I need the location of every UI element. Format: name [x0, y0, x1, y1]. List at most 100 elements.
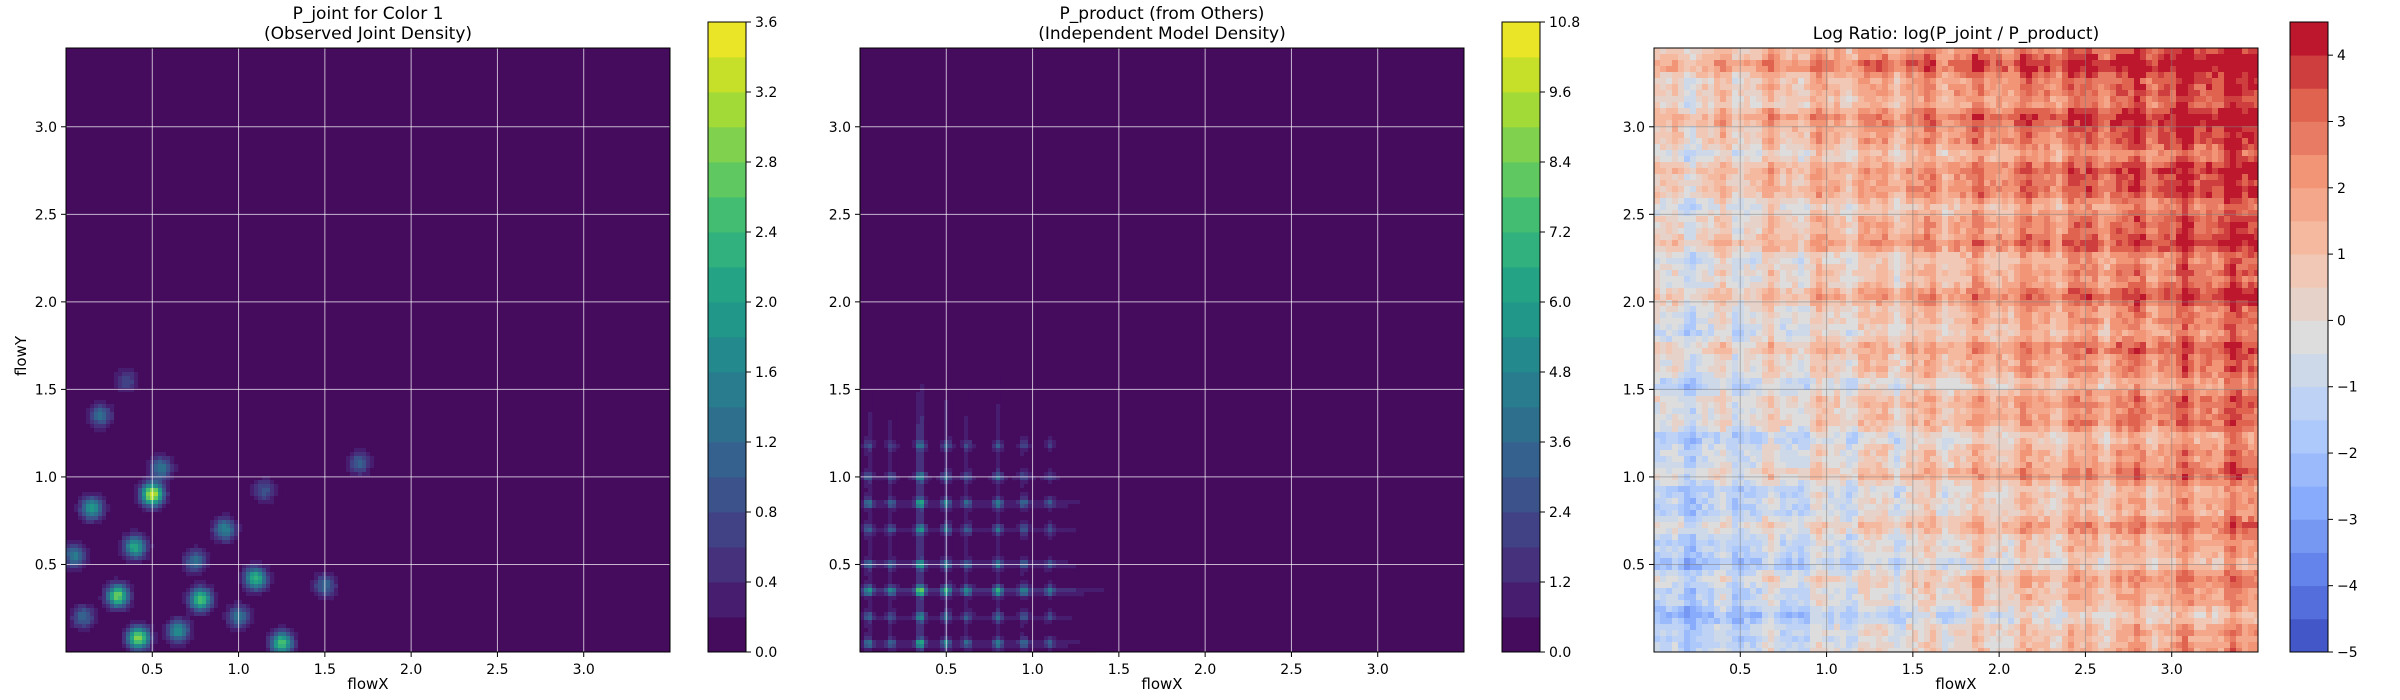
heatmap-cell	[868, 480, 873, 485]
heatmap-cell	[2038, 72, 2045, 79]
heatmap-cell	[2104, 96, 2111, 103]
colorbar-band	[708, 92, 746, 128]
heatmap-cell	[992, 636, 997, 641]
heatmap-cell	[948, 544, 953, 549]
heatmap-cell	[1004, 560, 1009, 565]
heatmap-cell	[916, 536, 921, 541]
heatmap-cell	[2062, 60, 2069, 67]
heatmap-cell	[964, 644, 969, 649]
heatmap-cell	[1834, 132, 1841, 139]
heatmap-cell	[1056, 472, 1061, 477]
heatmap-cell	[868, 432, 873, 437]
heatmap-cell	[1032, 584, 1037, 589]
heatmap-cell	[1028, 524, 1033, 529]
heatmap-cell	[2110, 90, 2117, 97]
heatmap-cell	[2014, 114, 2021, 121]
heatmap-cell	[932, 612, 937, 617]
heatmap-cell	[972, 472, 977, 477]
heatmap-cell	[1004, 524, 1009, 529]
heatmap-cell	[896, 472, 901, 477]
heatmap-cell	[78, 608, 83, 613]
heatmap-cell	[2140, 48, 2147, 55]
heatmap-cell	[174, 460, 179, 465]
heatmap-cell	[2020, 96, 2027, 103]
heatmap-cell	[2080, 54, 2087, 61]
heatmap-cell	[2128, 96, 2135, 103]
heatmap-cell	[2086, 90, 2093, 97]
heatmap-cell	[992, 480, 997, 485]
heatmap-cell	[2050, 48, 2057, 55]
heatmap-cell	[190, 552, 195, 557]
heatmap-cell	[242, 592, 247, 597]
heatmap-cell	[992, 512, 997, 517]
heatmap-cell	[286, 648, 291, 653]
heatmap-cell	[2002, 126, 2009, 133]
heatmap-cell	[1864, 102, 1871, 109]
heatmap-cell	[106, 420, 111, 425]
heatmap-cell	[270, 476, 275, 481]
heatmap-cell	[1714, 48, 1721, 55]
heatmap-cell	[992, 496, 997, 501]
heatmap-cell	[362, 448, 367, 453]
heatmap-cell	[282, 624, 287, 629]
heatmap-cell	[78, 548, 83, 553]
heatmap-cell	[122, 592, 127, 597]
heatmap-cell	[1000, 432, 1005, 437]
heatmap-cell	[1702, 114, 1709, 121]
heatmap-cell	[988, 584, 993, 589]
heatmap-cell	[2146, 132, 2153, 139]
heatmap-cell	[106, 580, 111, 585]
heatmap-cell	[358, 448, 363, 453]
heatmap-cell	[2014, 132, 2021, 139]
heatmap-cell	[868, 484, 873, 489]
heatmap-cell	[290, 632, 295, 637]
heatmap-cell	[920, 556, 925, 561]
heatmap-cell	[1852, 54, 1859, 61]
heatmap-cell	[1822, 114, 1829, 121]
heatmap-cell	[1048, 432, 1053, 437]
heatmap-cell	[1020, 500, 1025, 505]
heatmap-cell	[920, 548, 925, 553]
heatmap-cell	[868, 632, 873, 637]
heatmap-cell	[110, 592, 115, 597]
heatmap-cell	[1768, 114, 1775, 121]
heatmap-cell	[198, 588, 203, 593]
heatmap-cell	[1020, 408, 1025, 413]
heatmap-cell	[924, 532, 929, 537]
heatmap-cell	[1990, 72, 1997, 79]
heatmap-cell	[126, 600, 131, 605]
heatmap-cell	[1936, 132, 1943, 139]
heatmap-cell	[138, 648, 143, 653]
heatmap-cell	[1852, 48, 1859, 55]
heatmap-cell	[1882, 120, 1889, 127]
heatmap-cell	[1768, 72, 1775, 79]
heatmap-cell	[996, 436, 1001, 441]
heatmap-cell	[892, 628, 897, 633]
heatmap-cell	[186, 628, 191, 633]
heatmap-cell	[2140, 54, 2147, 61]
heatmap-cell	[1016, 528, 1021, 533]
heatmap-cell	[1020, 632, 1025, 637]
heatmap-cell	[900, 500, 905, 505]
heatmap-cell	[2092, 102, 2099, 109]
heatmap-cell	[134, 596, 139, 601]
heatmap-cell	[186, 620, 191, 625]
heatmap-cell	[1024, 548, 1029, 553]
heatmap-cell	[2206, 102, 2213, 109]
heatmap-cell	[206, 616, 211, 621]
heatmap-cell	[2020, 132, 2027, 139]
heatmap-cell	[2038, 96, 2045, 103]
heatmap-cell	[932, 524, 937, 529]
heatmap-cell	[2122, 126, 2129, 133]
heatmap-cell	[2146, 120, 2153, 127]
heatmap-cell	[928, 528, 933, 533]
heatmap-cell	[924, 564, 929, 569]
heatmap-cell	[2146, 96, 2153, 103]
heatmap-cell	[1654, 96, 1661, 103]
heatmap-cell	[134, 540, 139, 545]
heatmap-cell	[266, 564, 271, 569]
heatmap-cell	[1678, 126, 1685, 133]
heatmap-cell	[864, 576, 869, 581]
heatmap-cell	[1906, 120, 1913, 127]
heatmap-cell	[110, 424, 115, 429]
